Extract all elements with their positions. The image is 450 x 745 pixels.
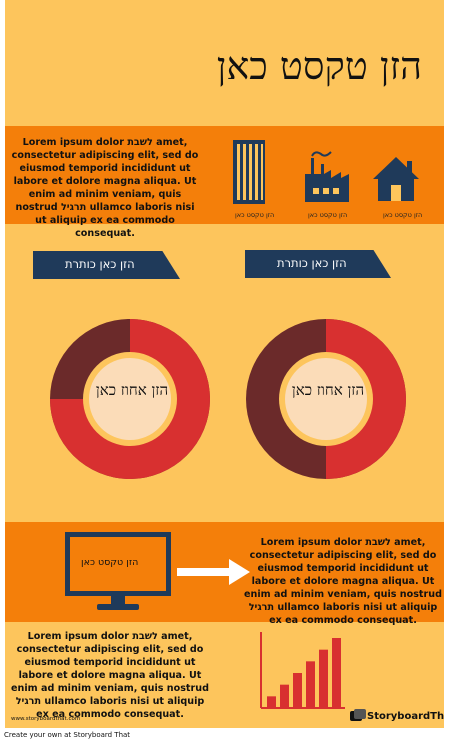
left-heading-banner — [33, 251, 180, 279]
right-donut-label: הזן אחוז כאן — [291, 381, 365, 399]
footer-credit: Create your own at Storyboard That — [4, 731, 131, 739]
bar-1 — [267, 696, 276, 708]
site-url: www.storyboardthat.com — [11, 716, 81, 722]
right-donut-chart — [246, 319, 406, 479]
page-title: הזן טקסט כאן — [216, 44, 422, 88]
house-label: הזן טקסט כאן — [383, 211, 423, 219]
factory-icon — [305, 151, 349, 202]
factory-label: הזן טקסט כאן — [308, 211, 348, 219]
monitor-icon — [65, 532, 171, 610]
right-heading-banner — [245, 250, 391, 278]
middle-paragraph: Lorem ipsum dolor לשבת amet, consectetur… — [244, 537, 442, 626]
bar-6 — [332, 638, 341, 708]
right-heading-text: הזן כאן כותרת — [277, 256, 347, 270]
bar-3 — [293, 673, 302, 708]
house-icon — [373, 157, 419, 201]
building-icon — [233, 140, 265, 204]
left-donut-label: הזן אחוז כאן — [95, 381, 169, 399]
monitor-text: הזן טקסט כאן — [81, 557, 139, 568]
top-paragraph: Lorem ipsum dolor לשבת amet, consectetur… — [11, 137, 199, 239]
bar-4 — [306, 661, 315, 708]
infographic-poster: הזן טקסט כאן Lorem ipsum dolor לשבת amet… — [5, 0, 444, 728]
left-heading-text: הזן כאן כותרת — [65, 257, 135, 271]
storyboardthat-logo-icon — [350, 709, 366, 721]
bar-2 — [280, 684, 289, 708]
bar-5 — [319, 649, 328, 708]
building-label: הזן טקסט כאן — [235, 211, 275, 219]
bar-graph — [260, 632, 345, 709]
left-donut-chart — [50, 319, 210, 479]
bottom-paragraph: Lorem ipsum dolor לשבת amet, consectetur… — [11, 631, 209, 720]
top-band — [5, 126, 444, 224]
arrow-right-icon — [177, 559, 250, 585]
